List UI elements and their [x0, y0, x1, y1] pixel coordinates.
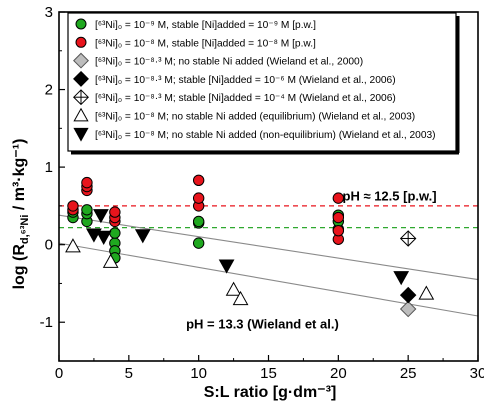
- annotations: pH ≈ 12.5 [p.w.] pH = 13.3 (Wieland et al…: [186, 188, 436, 331]
- data-point-series-7: [218, 259, 235, 274]
- legend-box: [67, 12, 457, 152]
- data-point-series-6: [102, 253, 119, 268]
- legend-entry: [⁶³Ni]₀ = 10⁻⁹ M, stable [Ni]added = 10⁻…: [95, 20, 316, 31]
- y-tick-label: 1: [45, 159, 53, 176]
- data-point-series-2: [67, 200, 79, 212]
- legend-marker: [75, 18, 87, 30]
- x-tick-label: 25: [400, 365, 417, 382]
- y-axis-label-unit: / m³·kg⁻¹): [11, 139, 28, 215]
- data-point-series-1: [109, 227, 121, 239]
- y-tick-label: 0: [45, 237, 53, 254]
- legend-entry: [⁶³Ni]₀ = 10⁻⁸ M; no stable Ni added (eq…: [95, 112, 415, 123]
- data-point-series-1: [192, 215, 205, 228]
- x-tick-label: 15: [260, 365, 277, 382]
- legend-entry: [⁶³Ni]₀ = 10⁻⁸ M; no stable Ni added (no…: [95, 130, 436, 141]
- legend: [⁶³Ni]₀ = 10⁻⁹ M, stable [Ni]added = 10⁻…: [67, 12, 460, 155]
- legend-entry: [⁶³Ni]₀ = 10⁻⁸·³ M; no stable Ni added (…: [95, 57, 363, 68]
- y-axis-label-sub: d,⁶³Ni: [19, 215, 31, 245]
- data-point-series-7: [93, 209, 109, 224]
- x-tick-label: 10: [190, 365, 207, 382]
- data-point-series-6: [232, 290, 249, 306]
- y-tick-label: 3: [45, 4, 53, 21]
- data-point-series-2: [332, 225, 345, 237]
- data-point-series-2: [109, 206, 121, 218]
- y-axis-label-main: log (R: [11, 244, 28, 290]
- data-point-series-4: [399, 286, 417, 304]
- data-point-series-6: [65, 238, 81, 253]
- legend-marker: [73, 52, 89, 69]
- x-axis-label: S:L ratio [g·dm⁻³]: [204, 384, 337, 401]
- fit-line: [58, 214, 479, 281]
- data-point-series-1: [81, 204, 93, 216]
- axes-ticks: 0 5 10 15 20 25 30 -1 0 1 2 3: [40, 4, 484, 382]
- x-tick-label: 5: [125, 365, 133, 382]
- data-point-series-3: [399, 300, 417, 318]
- legend-marker: [73, 127, 89, 142]
- x-tick-label: 20: [330, 365, 347, 382]
- legend-entry: [⁶³Ni]₀ = 10⁻⁸·³ M; stable [Ni]added = 1…: [95, 75, 396, 86]
- x-tick-label: 30: [470, 365, 484, 382]
- legend-marker: [73, 107, 89, 122]
- data-point-series-7: [134, 229, 151, 244]
- x-tick-label: 0: [55, 365, 63, 382]
- legend-entry: [⁶³Ni]₀ = 10⁻⁸·³ M; stable [Ni]added = 1…: [95, 93, 396, 104]
- y-tick-label: -1: [40, 314, 53, 331]
- data-point-series-7: [95, 230, 112, 245]
- data-point-series-2: [81, 176, 93, 189]
- data-point-series-1: [192, 237, 205, 249]
- legend-marker: [73, 70, 89, 87]
- data-point-series-2: [192, 174, 205, 186]
- annotation-label: pH = 13.3 (Wieland et al.): [186, 316, 339, 331]
- data-point-series-6: [418, 285, 435, 300]
- legend-marker: [75, 36, 87, 48]
- annotation-label: pH ≈ 12.5 [p.w.]: [343, 188, 437, 203]
- data-point-series-2: [332, 211, 345, 224]
- legend-entry: [⁶³Ni]₀ = 10⁻⁸ M, stable [Ni]added = 10⁻…: [95, 38, 316, 49]
- data-point-series-2: [332, 192, 345, 204]
- plot-points: [65, 174, 435, 318]
- data-point-series-7: [393, 271, 410, 286]
- y-axis-label: log (Rd,⁶³Ni / m³·kg⁻¹): [11, 139, 31, 290]
- data-point-series-2: [192, 192, 205, 204]
- data-point-series-6: [225, 281, 242, 296]
- y-tick-label: 2: [45, 82, 53, 99]
